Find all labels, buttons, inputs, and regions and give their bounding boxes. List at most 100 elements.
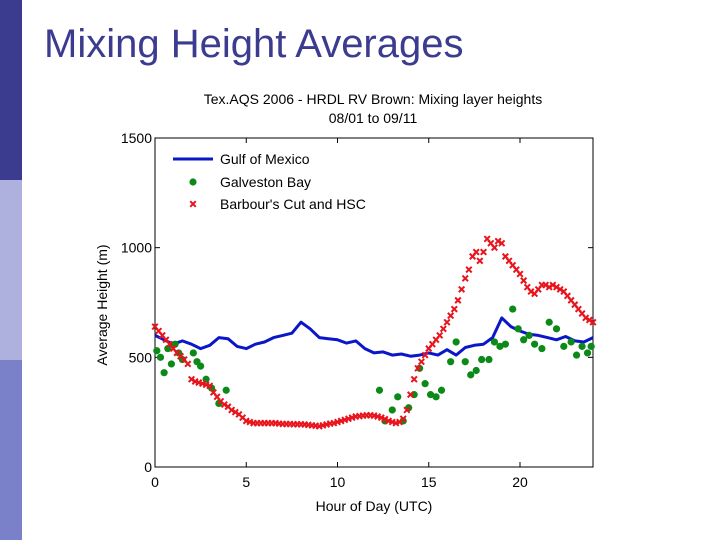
legend-swatch-dot <box>189 178 197 186</box>
barbours-cut-point <box>187 375 196 383</box>
barbours-cut-point <box>472 248 480 256</box>
galveston-bay-point <box>447 358 455 366</box>
barbours-cut-point <box>417 358 425 366</box>
galveston-bay-point <box>416 364 424 372</box>
barbours-cut-point <box>527 288 535 296</box>
barbours-cut-point <box>447 312 455 320</box>
galveston-bay-point <box>552 325 561 333</box>
galveston-bay-point <box>514 325 522 333</box>
barbours-cut-point <box>410 375 418 383</box>
chart-title-line2: 08/01 to 09/11 <box>329 110 418 126</box>
galveston-bay-point <box>156 353 165 361</box>
barbours-cut-point <box>461 274 469 282</box>
galveston-bay-point <box>171 340 179 348</box>
barbours-cut-point <box>377 414 385 422</box>
galveston-bay-point <box>572 351 581 359</box>
barbours-cut-point <box>406 391 415 399</box>
galveston-bay-point <box>478 355 486 364</box>
galveston-bay-point <box>461 358 469 366</box>
barbours-cut-point <box>498 239 506 247</box>
sidebar-block-bottom <box>0 360 22 540</box>
barbours-cut-point <box>494 237 502 245</box>
galveston-bay-point <box>496 342 504 350</box>
legend-label: Barbour's Cut and HSC <box>220 196 366 212</box>
x-axis-label: Hour of Day (UTC) <box>316 498 433 514</box>
galveston-bay-point <box>501 340 509 348</box>
sidebar-block-middle <box>0 180 22 360</box>
barbours-cut-point <box>582 314 590 322</box>
sidebar-block-top <box>0 0 22 180</box>
slide-title: Mixing Height Averages <box>44 22 464 66</box>
galveston-bay-point <box>587 342 595 350</box>
galveston-bay-point <box>567 338 575 346</box>
barbours-cut-point <box>490 244 498 252</box>
barbours-cut-point <box>436 331 444 339</box>
legend-swatch-x <box>189 200 197 208</box>
barbours-cut-point <box>465 266 473 274</box>
galveston-bay-point <box>153 347 161 355</box>
galveston-bay-point <box>538 344 546 353</box>
barbours-cut-point <box>545 283 553 291</box>
barbours-cut-point <box>556 285 564 293</box>
galveston-bay-point <box>160 369 168 377</box>
galveston-bay-point <box>175 349 183 357</box>
galveston-bay-point <box>578 342 586 350</box>
chart-title-line1: Tex.AQS 2006 - HRDL RV Brown: Mixing lay… <box>204 91 542 107</box>
barbours-cut-point <box>454 296 462 304</box>
x-tick-label: 10 <box>330 474 346 490</box>
galveston-bay-point <box>531 340 539 348</box>
barbours-cut-point <box>549 281 557 289</box>
galveston-bay-point <box>426 391 435 399</box>
galveston-bay-point <box>394 393 402 401</box>
plot-frame <box>154 137 594 468</box>
galveston-bay-point <box>432 393 440 401</box>
galveston-bay-point <box>583 349 592 357</box>
series-1 <box>153 305 595 425</box>
galveston-bay-point <box>167 360 176 368</box>
barbours-cut-point <box>414 364 422 372</box>
barbours-cut-point <box>439 325 447 333</box>
barbours-cut-point <box>443 318 451 326</box>
barbours-cut-point <box>585 316 593 324</box>
galveston-bay-point <box>520 336 528 344</box>
galveston-bay-point <box>485 355 493 364</box>
galveston-bay-point <box>197 362 205 370</box>
barbours-cut-point <box>184 360 192 368</box>
barbours-cut-point <box>421 351 429 359</box>
barbours-cut-point <box>476 257 484 265</box>
barbours-cut-point <box>206 382 214 390</box>
y-tick-label: 1000 <box>121 240 152 256</box>
barbours-cut-point <box>403 406 411 414</box>
barbours-cut-point <box>231 408 239 416</box>
galveston-bay-point <box>509 305 517 313</box>
y-tick-label: 0 <box>144 459 152 475</box>
barbours-cut-point <box>520 277 528 285</box>
y-tick-label: 500 <box>129 349 153 365</box>
series-2 <box>151 235 597 430</box>
galveston-bay-point <box>388 406 396 414</box>
barbours-cut-point <box>228 406 236 414</box>
galveston-bay-point <box>164 344 172 353</box>
galveston-bay-point <box>452 338 460 346</box>
legend: Gulf of Mexico Galveston Bay Barbour's Cut… <box>173 151 366 212</box>
galveston-bay-point <box>222 386 230 394</box>
x-tick-label: 20 <box>512 474 528 490</box>
galveston-bay-point <box>375 386 384 394</box>
galveston-bay-point <box>178 355 186 364</box>
barbours-cut-point <box>589 318 597 326</box>
barbours-cut-point <box>381 415 389 423</box>
legend-label: Galveston Bay <box>220 174 311 190</box>
galveston-bay-point <box>421 380 429 388</box>
x-tick-label: 15 <box>421 474 437 490</box>
x-tick-label: 0 <box>151 474 159 490</box>
galveston-bay-point <box>545 318 553 326</box>
barbours-cut-point <box>479 248 488 256</box>
y-tick-label: 1500 <box>121 130 152 146</box>
galveston-bay-point <box>437 386 446 394</box>
x-tick-label: 5 <box>242 474 250 490</box>
barbours-cut-point <box>220 400 228 408</box>
y-axis-label: Average Height (m) <box>94 244 110 365</box>
galveston-bay-point <box>525 331 533 339</box>
barbours-cut-point <box>399 415 407 423</box>
